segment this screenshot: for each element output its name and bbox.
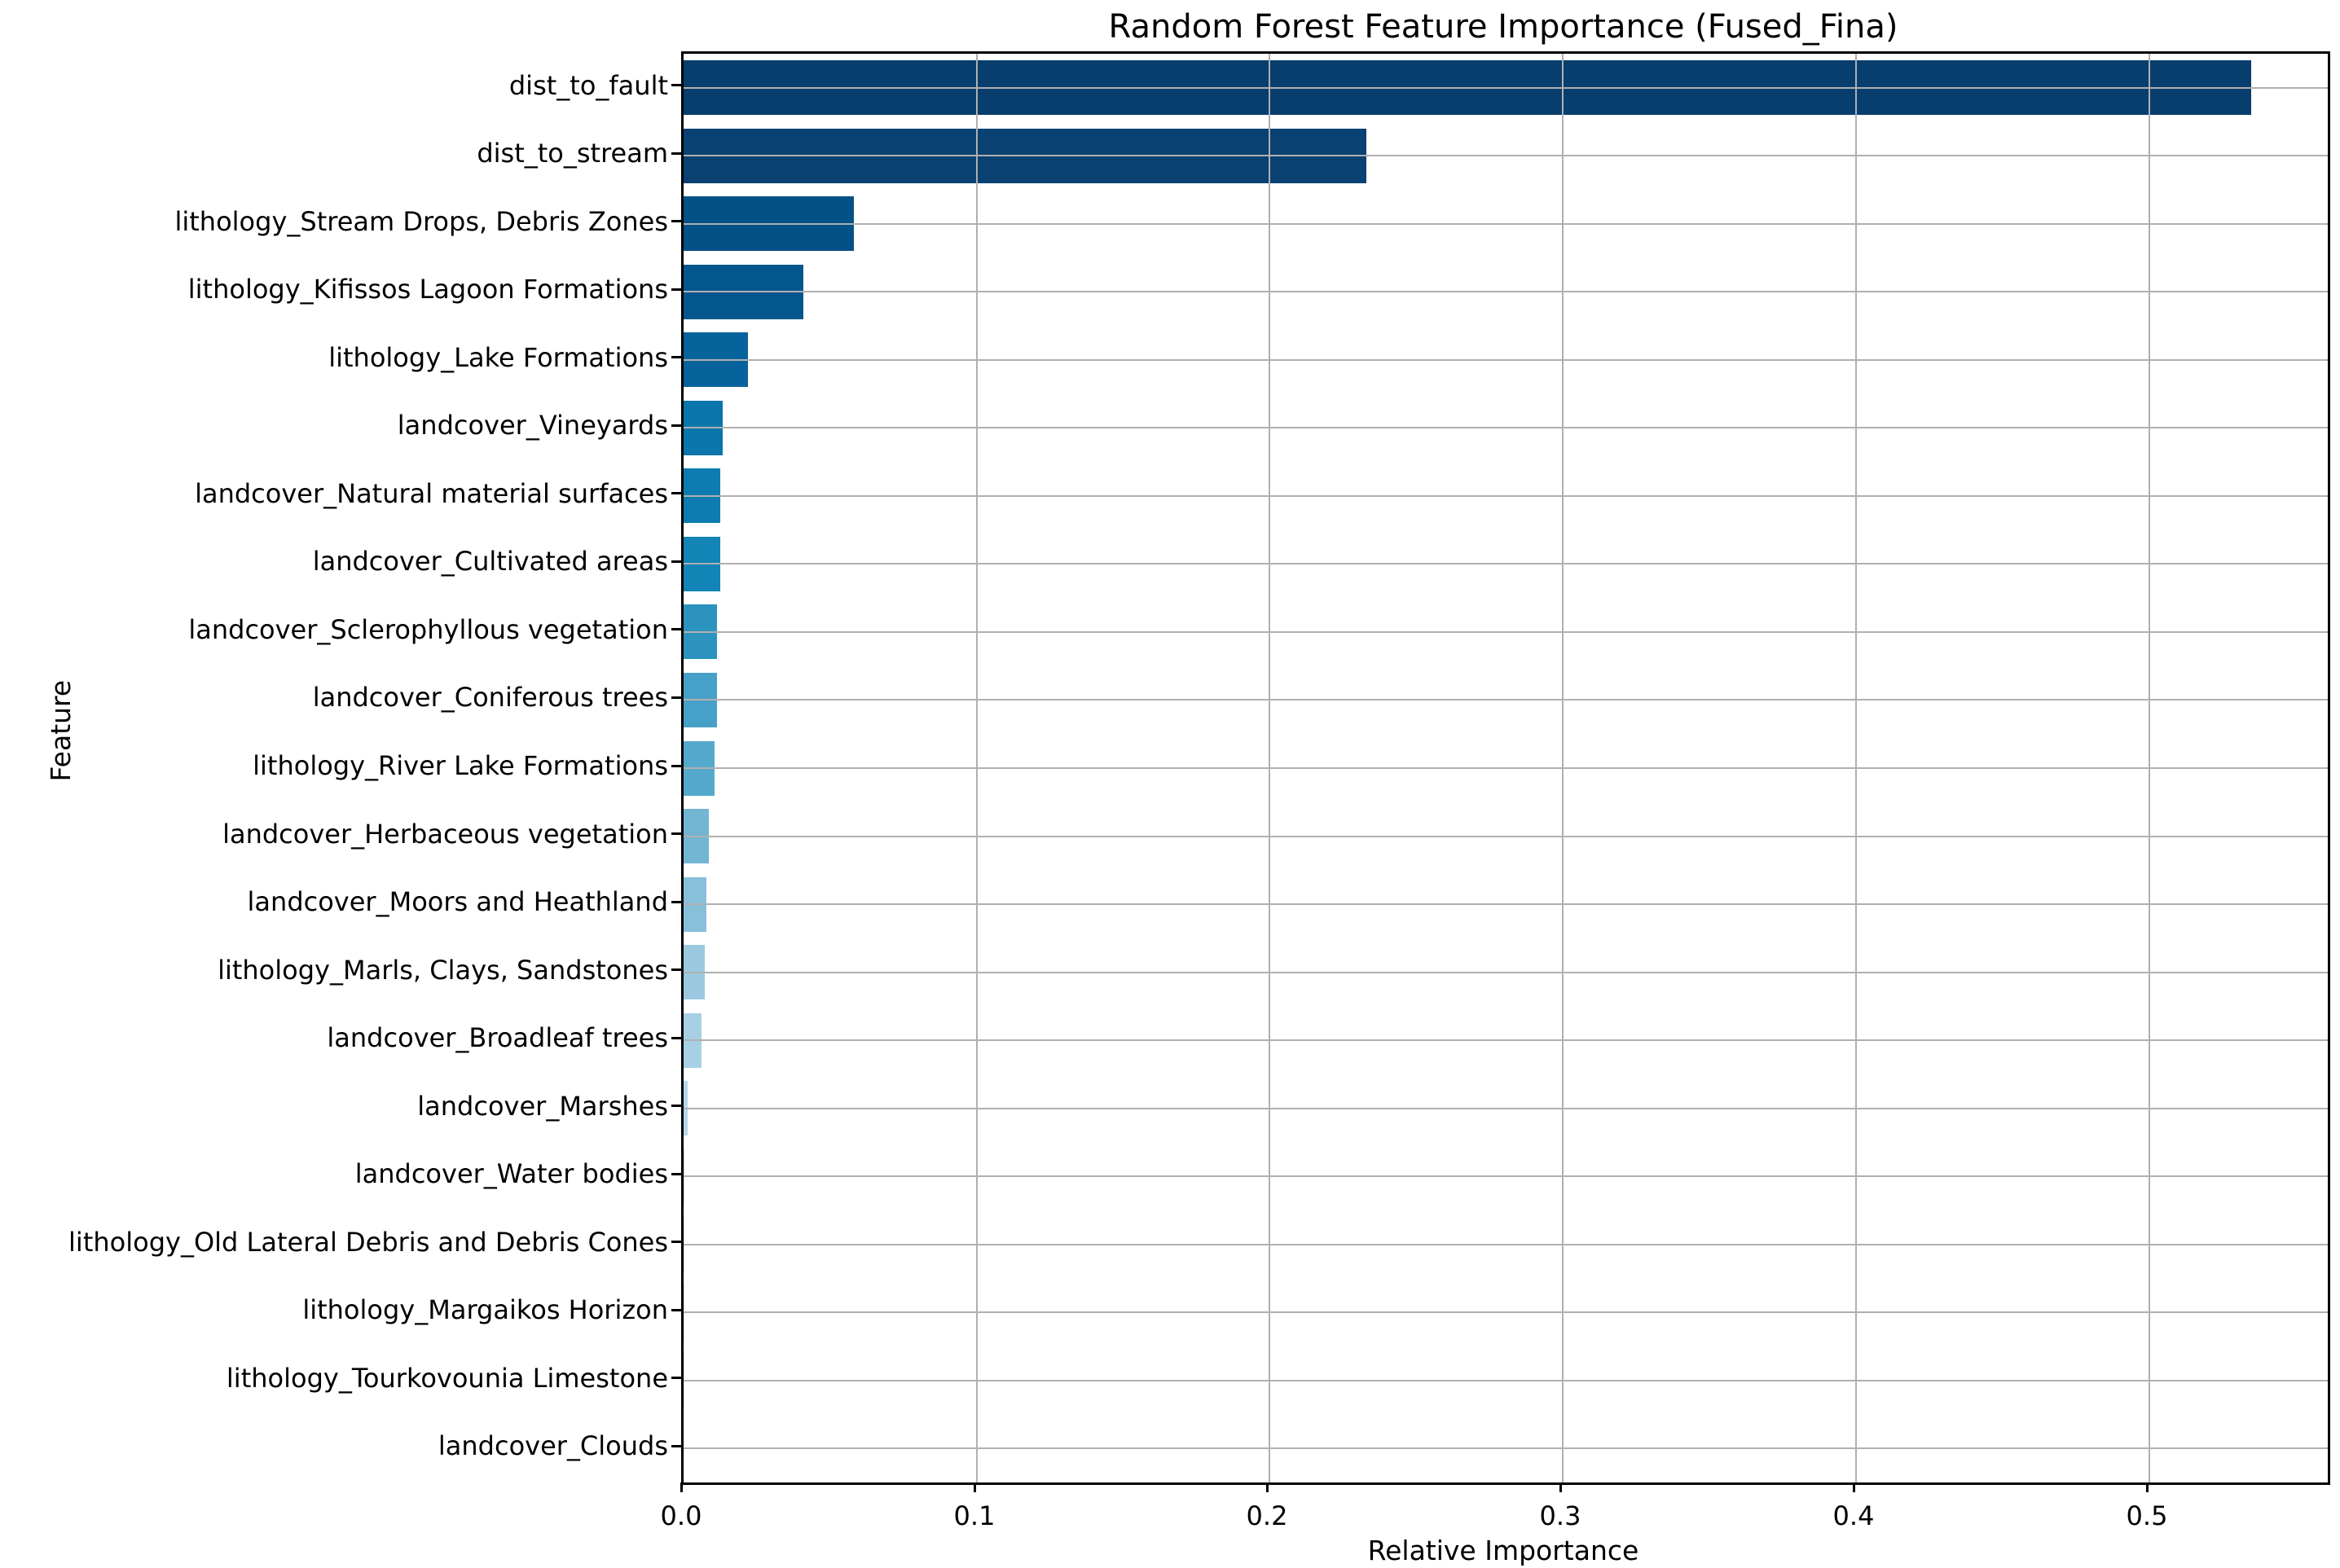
- y-gridline: [684, 836, 2328, 837]
- y-tick-mark: [671, 1173, 681, 1175]
- y-tick-label-lithology-margaikos-horizon: lithology_Margaikos Horizon: [302, 1294, 668, 1325]
- x-tick-label: 0.3: [1539, 1500, 1581, 1531]
- y-tick-label-landcover-sclerophyllous-vegetation: landcover_Sclerophyllous vegetation: [188, 614, 668, 645]
- y-tick-mark: [671, 1445, 681, 1447]
- x-tick-mark: [1559, 1482, 1562, 1492]
- y-gridline: [684, 359, 2328, 361]
- x-tick-label: 0.1: [953, 1500, 996, 1531]
- y-gridline: [684, 223, 2328, 225]
- x-tick-label: 0.4: [1832, 1500, 1875, 1531]
- y-tick-mark: [671, 220, 681, 222]
- x-tick-mark: [974, 1482, 976, 1492]
- y-gridline: [684, 631, 2328, 633]
- y-tick-label-landcover-water-bodies: landcover_Water bodies: [354, 1158, 668, 1189]
- plot-area: [681, 51, 2330, 1485]
- x-tick-mark: [1853, 1482, 1855, 1492]
- y-tick-mark: [671, 901, 681, 903]
- y-tick-mark: [671, 628, 681, 630]
- y-tick-mark: [671, 1105, 681, 1107]
- y-tick-mark: [671, 424, 681, 427]
- y-tick-label-landcover-broadleaf-trees: landcover_Broadleaf trees: [327, 1022, 668, 1053]
- y-tick-mark: [671, 968, 681, 971]
- y-tick-label-landcover-herbaceous-vegetation: landcover_Herbaceous vegetation: [222, 819, 668, 850]
- y-tick-label-lithology-old-lateral-debris-and-debris-cones: lithology_Old Lateral Debris and Debris …: [68, 1227, 668, 1258]
- y-tick-label-landcover-vineyards: landcover_Vineyards: [397, 410, 668, 441]
- y-gridline: [684, 87, 2328, 89]
- x-tick-mark: [680, 1482, 683, 1492]
- y-tick-label-landcover-coniferous-trees: landcover_Coniferous trees: [312, 682, 668, 713]
- x-tick-label: 0.0: [660, 1500, 702, 1531]
- y-gridline: [684, 699, 2328, 701]
- y-tick-mark: [671, 696, 681, 699]
- y-tick-mark: [671, 356, 681, 358]
- y-tick-mark: [671, 765, 681, 767]
- y-tick-mark: [671, 1037, 681, 1039]
- y-tick-label-lithology-lake-formations: lithology_Lake Formations: [328, 342, 668, 373]
- y-axis-label: Feature: [44, 679, 77, 782]
- y-gridline: [684, 1175, 2328, 1177]
- y-tick-label-lithology-river-lake-formations: lithology_River Lake Formations: [253, 750, 668, 781]
- x-tick-mark: [1266, 1482, 1269, 1492]
- y-gridline: [684, 1244, 2328, 1245]
- y-gridline: [684, 767, 2328, 769]
- chart-title: Random Forest Feature Importance (Fused_…: [1108, 8, 1898, 46]
- y-tick-mark: [671, 832, 681, 835]
- y-tick-mark: [671, 492, 681, 494]
- x-tick-label: 0.5: [2126, 1500, 2168, 1531]
- y-tick-mark: [671, 560, 681, 563]
- y-tick-label-lithology-marls-clays-sandstones: lithology_Marls, Clays, Sandstones: [218, 955, 668, 986]
- y-gridline: [684, 427, 2328, 428]
- y-tick-label-dist-to-fault: dist_to_fault: [508, 70, 668, 101]
- y-tick-label-landcover-cultivated-areas: landcover_Cultivated areas: [312, 546, 668, 577]
- x-axis-label: Relative Importance: [1367, 1535, 1639, 1566]
- y-tick-label-lithology-kifissos-lagoon-formations: lithology_Kifissos Lagoon Formations: [187, 274, 668, 305]
- y-gridline: [684, 291, 2328, 292]
- y-gridline: [684, 1311, 2328, 1313]
- y-tick-label-lithology-stream-drops-debris-zones: lithology_Stream Drops, Debris Zones: [174, 206, 668, 237]
- y-gridline: [684, 495, 2328, 497]
- y-gridline: [684, 1447, 2328, 1449]
- y-tick-mark: [671, 1241, 681, 1243]
- y-tick-mark: [671, 152, 681, 155]
- y-gridline: [684, 1108, 2328, 1109]
- x-tick-mark: [2146, 1482, 2149, 1492]
- y-tick-mark: [671, 84, 681, 86]
- y-gridline: [684, 155, 2328, 156]
- y-tick-label-dist-to-stream: dist_to_stream: [477, 138, 668, 169]
- y-tick-mark: [671, 1377, 681, 1379]
- y-gridline: [684, 1380, 2328, 1381]
- y-tick-label-landcover-clouds: landcover_Clouds: [438, 1430, 668, 1461]
- y-gridline: [684, 972, 2328, 973]
- y-tick-label-landcover-marshes: landcover_Marshes: [417, 1091, 668, 1122]
- y-tick-label-lithology-tourkovounia-limestone: lithology_Tourkovounia Limestone: [226, 1363, 668, 1394]
- y-tick-label-landcover-natural-material-surfaces: landcover_Natural material surfaces: [195, 478, 668, 509]
- x-tick-label: 0.2: [1246, 1500, 1288, 1531]
- y-gridline: [684, 563, 2328, 564]
- y-gridline: [684, 903, 2328, 905]
- y-gridline: [684, 1039, 2328, 1041]
- y-tick-label-landcover-moors-and-heathland: landcover_Moors and Heathland: [247, 886, 668, 917]
- y-tick-mark: [671, 1309, 681, 1311]
- y-tick-mark: [671, 288, 681, 291]
